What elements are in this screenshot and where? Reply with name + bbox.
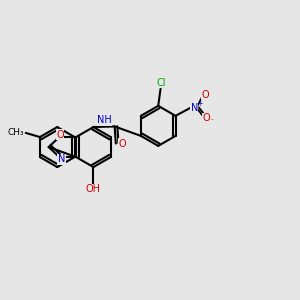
Text: O: O [118, 139, 126, 148]
Text: Cl: Cl [157, 78, 166, 88]
Text: O: O [202, 113, 210, 124]
Text: N: N [58, 154, 65, 164]
Text: O: O [201, 90, 209, 100]
Text: CH₃: CH₃ [8, 128, 24, 136]
Text: N: N [191, 103, 198, 112]
Text: O: O [56, 130, 64, 140]
Text: NH: NH [97, 115, 111, 125]
Text: OH: OH [86, 184, 101, 194]
Text: ⁻: ⁻ [209, 116, 214, 125]
Text: +: + [196, 99, 202, 108]
